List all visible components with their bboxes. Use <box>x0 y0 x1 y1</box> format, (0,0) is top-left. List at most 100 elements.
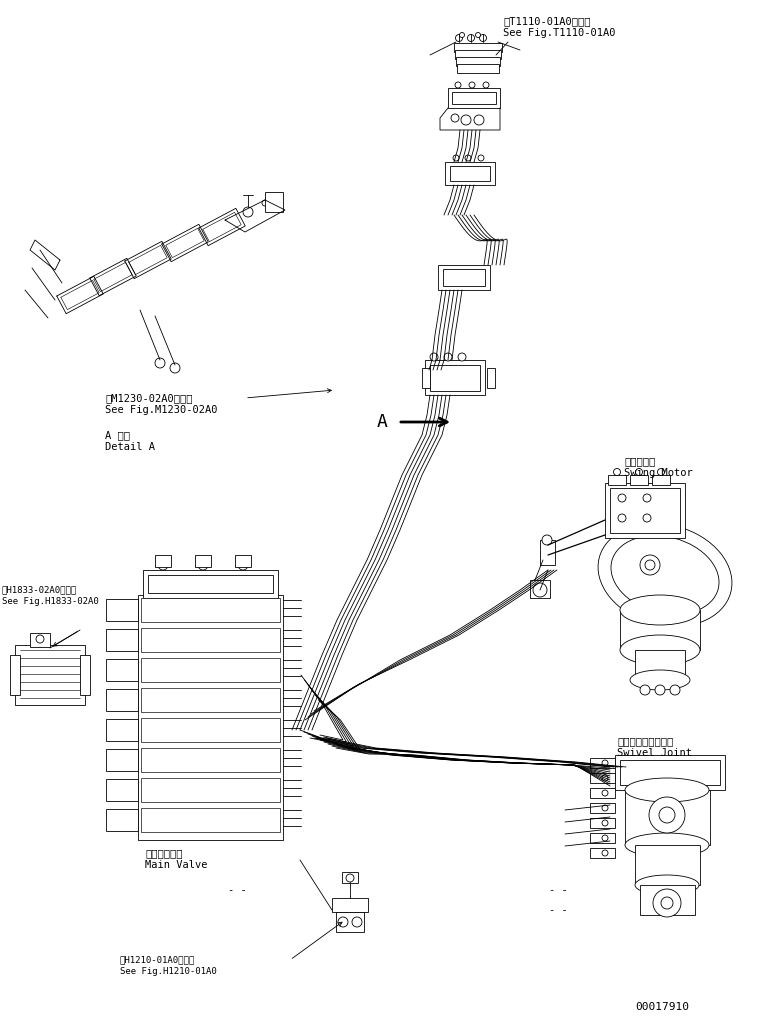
Bar <box>448 88 500 108</box>
Circle shape <box>643 514 651 522</box>
Circle shape <box>618 514 626 522</box>
Circle shape <box>243 207 253 217</box>
Circle shape <box>635 469 642 476</box>
Bar <box>155 555 171 567</box>
Circle shape <box>649 797 685 833</box>
Circle shape <box>352 917 362 927</box>
Bar <box>635 650 685 680</box>
Bar <box>620 760 720 785</box>
Text: Swivel Joint: Swivel Joint <box>617 748 692 758</box>
Circle shape <box>658 469 665 476</box>
Bar <box>143 570 278 598</box>
Circle shape <box>643 494 651 502</box>
Bar <box>141 628 280 652</box>
Bar <box>445 162 495 185</box>
Text: スイベルジョイント: スイベルジョイント <box>617 736 673 746</box>
Circle shape <box>602 805 608 811</box>
Bar <box>148 575 273 593</box>
Bar <box>608 475 626 485</box>
Bar <box>487 368 495 388</box>
Ellipse shape <box>611 536 719 614</box>
Circle shape <box>478 155 484 161</box>
Bar <box>336 912 364 932</box>
Circle shape <box>120 754 132 766</box>
Circle shape <box>469 82 475 88</box>
Bar <box>332 898 368 912</box>
Bar <box>106 719 138 741</box>
Bar <box>590 773 615 783</box>
Ellipse shape <box>620 595 700 625</box>
Bar <box>452 92 496 104</box>
Text: 第H1833-02A0図参照: 第H1833-02A0図参照 <box>2 585 77 594</box>
Ellipse shape <box>630 671 690 690</box>
Circle shape <box>542 535 552 545</box>
Text: 旋回モータ: 旋回モータ <box>624 455 655 466</box>
Circle shape <box>262 200 268 206</box>
Text: Detail A: Detail A <box>105 442 155 452</box>
Circle shape <box>451 114 459 122</box>
Bar <box>265 192 283 212</box>
Circle shape <box>112 606 120 614</box>
Circle shape <box>602 850 608 856</box>
Circle shape <box>480 35 487 42</box>
Circle shape <box>120 784 132 796</box>
Circle shape <box>460 33 464 38</box>
Text: メインバルブ: メインバルブ <box>145 848 183 858</box>
Circle shape <box>640 685 650 695</box>
Circle shape <box>474 115 484 125</box>
Bar <box>422 368 430 388</box>
Circle shape <box>640 555 660 575</box>
Circle shape <box>670 685 680 695</box>
Text: 00017910: 00017910 <box>635 1002 689 1012</box>
Circle shape <box>602 790 608 796</box>
Circle shape <box>170 363 180 373</box>
Bar <box>15 645 85 705</box>
Circle shape <box>618 494 626 502</box>
Circle shape <box>120 725 132 736</box>
Bar <box>106 689 138 711</box>
Bar <box>425 360 485 395</box>
Circle shape <box>155 358 165 368</box>
Text: See Fig.H1833-02A0: See Fig.H1833-02A0 <box>2 597 99 606</box>
Text: - -: - - <box>228 884 247 895</box>
Ellipse shape <box>625 777 709 802</box>
Circle shape <box>120 664 132 676</box>
Circle shape <box>533 583 547 597</box>
Circle shape <box>655 685 665 695</box>
Circle shape <box>112 666 120 674</box>
Circle shape <box>36 635 44 643</box>
Bar <box>540 540 555 565</box>
Bar <box>106 809 138 832</box>
Ellipse shape <box>625 833 709 857</box>
Bar <box>106 659 138 681</box>
Bar <box>106 749 138 771</box>
Ellipse shape <box>620 635 700 665</box>
Text: A 詳細: A 詳細 <box>105 430 130 440</box>
Text: See Fig.H1210-01A0: See Fig.H1210-01A0 <box>120 967 217 976</box>
Bar <box>635 845 700 884</box>
Bar <box>141 748 280 772</box>
Text: See Fig.T1110-01A0: See Fig.T1110-01A0 <box>503 28 615 38</box>
Bar <box>141 688 280 712</box>
Circle shape <box>458 353 466 361</box>
Bar <box>106 599 138 621</box>
Bar <box>652 475 670 485</box>
Text: See Fig.M1230-02A0: See Fig.M1230-02A0 <box>105 405 217 415</box>
Bar <box>620 610 700 650</box>
Circle shape <box>430 353 438 361</box>
Bar <box>450 166 490 181</box>
Text: 第M1230-02A0図参照: 第M1230-02A0図参照 <box>105 393 193 403</box>
Bar <box>625 790 710 845</box>
Bar <box>590 758 615 768</box>
Circle shape <box>602 775 608 781</box>
Circle shape <box>455 82 461 88</box>
Bar <box>640 884 695 915</box>
Bar <box>530 580 550 598</box>
Text: - -: - - <box>549 905 567 915</box>
Circle shape <box>346 874 354 882</box>
Circle shape <box>238 560 248 570</box>
Circle shape <box>483 82 489 88</box>
Bar <box>590 833 615 843</box>
Bar <box>610 488 680 533</box>
Circle shape <box>653 889 681 917</box>
